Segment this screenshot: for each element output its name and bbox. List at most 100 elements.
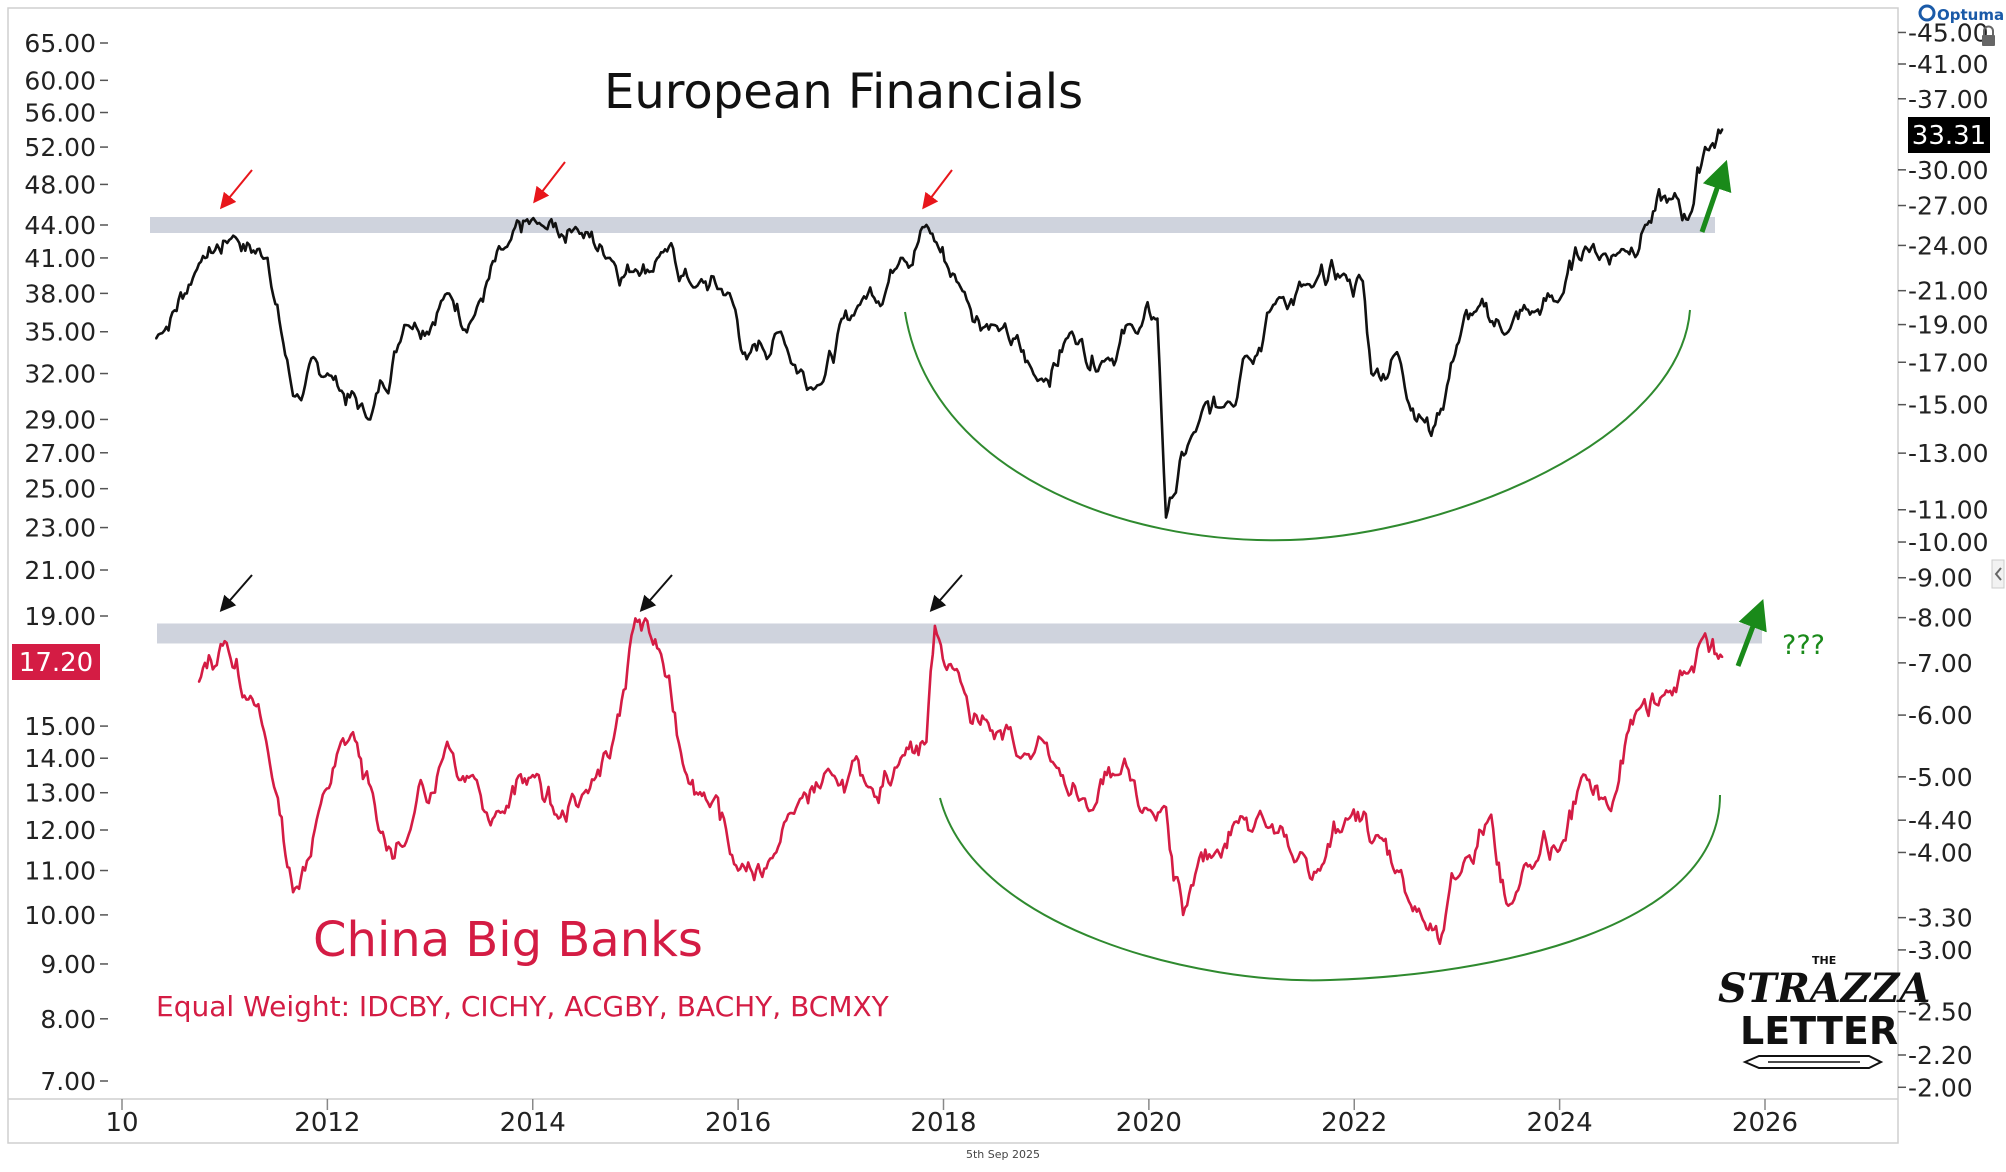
series-euro-point [1643,223,1647,227]
series-euro-point [899,256,902,260]
series-euro-point [1532,310,1536,314]
series-euro-point [608,256,611,260]
euro-left-tick-label: 29.00 [24,405,96,434]
series-euro-point [574,225,577,229]
euro-left-tick-label: 32.00 [24,360,96,389]
right-tick-label: -2.00 [1908,1073,1973,1102]
series-china-point [471,773,475,777]
right-tick-label: -37.00 [1908,85,1989,114]
euro-left-tick-label: 52.00 [24,133,96,162]
series-china-point [831,773,834,777]
china-rounding-bottom-arc [939,794,1721,982]
chart-date: 5th Sep 2025 [966,1148,1040,1161]
euro-left-tick-label: 23.00 [24,514,96,543]
series-euro-point [1130,323,1133,327]
series-china-point [1395,869,1399,872]
series-euro-point [1669,198,1673,201]
series-china-point [1113,773,1116,777]
series-china-point [1216,848,1219,852]
series-china-point [351,731,355,734]
question-marks: ??? [1782,630,1825,661]
series-china-point [497,809,500,813]
lock-icon[interactable] [1982,35,1995,46]
x-tick-label: 2016 [705,1108,771,1138]
china-top-arrow-1 [219,574,253,613]
right-tick-label: -11.00 [1908,496,1989,525]
euro-breakout-arrow [1699,159,1732,233]
china-left-tick-label: 15.00 [24,712,96,741]
euro-left-tick-label: 21.00 [24,556,96,585]
series-china-point [1609,809,1613,813]
series-euro-point [1370,372,1373,375]
logo-small-text: THE [1812,954,1836,967]
series-china-point [1344,817,1347,820]
series-euro-point [745,357,748,361]
right-tick-label: -2.50 [1908,998,1973,1027]
series-china-point [1584,773,1587,777]
right-tick-label: -21.00 [1908,277,1989,306]
series-euro-point [1224,402,1228,405]
series-china-point [1489,813,1493,816]
series-china-point [1318,869,1322,872]
series-euro-point [1344,274,1347,277]
series-china-point [1703,632,1707,635]
series-euro-point [232,234,235,237]
series-china-point [377,828,380,832]
right-tick-label: -3.00 [1908,936,1973,965]
series-euro-point [925,223,928,227]
series-euro-point [993,323,997,327]
x-tick-label: 2020 [1116,1108,1182,1138]
china-left-tick-label: 19.00 [24,602,96,631]
series-euro-point [1472,310,1476,314]
right-tick-label: -10.00 [1908,528,1989,557]
series-china-point [1507,904,1510,907]
series-china-point [1532,865,1536,868]
series-euro-point [813,387,817,390]
china-last-value: 17.20 [19,648,93,678]
series-euro-point [1190,434,1193,438]
euro-top-arrow-2 [533,161,566,204]
series-euro-point [634,268,637,271]
euro-financials-series [155,128,1724,519]
series-euro-point [1703,145,1707,149]
series-euro-point [1618,251,1621,254]
chevron-left-icon [1994,567,2002,581]
right-tick-label: -3.30 [1908,904,1973,933]
series-euro-point [368,418,372,421]
euro-resistance-band [150,216,1715,233]
china-left-tick-label: 8.00 [40,1005,96,1034]
china-left-tick-label: 7.00 [40,1067,96,1096]
x-axis: 10 2012 2014 2016 2018 2020 2022 2024 2026 [105,1099,1798,1138]
china-left-tick-label: 13.00 [24,779,96,808]
collapse-panel-handle[interactable] [1991,559,2005,589]
series-euro-point [1156,317,1159,320]
series-china-point [531,773,534,777]
series-euro-point [1104,357,1108,361]
euro-left-tick-label: 38.00 [24,279,96,308]
series-euro-point [1036,379,1039,383]
series-euro-point [1421,418,1424,421]
series-euro-point [1721,128,1724,131]
strazza-letter-logo: THE STRAZZA LETTER [1718,954,1930,1069]
china-left-tick-label: 10.00 [24,901,96,930]
right-tick-label: -4.40 [1908,806,1973,835]
series-euro-point [1455,344,1459,347]
series-china-point [1258,809,1262,813]
series-euro-point [1507,330,1510,333]
china-last-value-badge [12,644,100,680]
euro-left-tick-label: 48.00 [24,170,96,199]
series-euro-point [1395,350,1399,354]
china-resistance-band [157,623,1762,644]
series-euro-point [1361,280,1365,283]
series-china-point [1233,821,1236,824]
right-tick-label: -5.00 [1908,763,1973,792]
series-china-point [1378,836,1382,840]
series-china-point [685,773,688,777]
series-euro-point [694,286,697,289]
series-euro-point [1430,434,1433,438]
series-euro-point [403,323,406,327]
series-euro-point [1686,218,1690,221]
series-china-point [1293,860,1296,864]
series-china-point [1421,918,1424,921]
